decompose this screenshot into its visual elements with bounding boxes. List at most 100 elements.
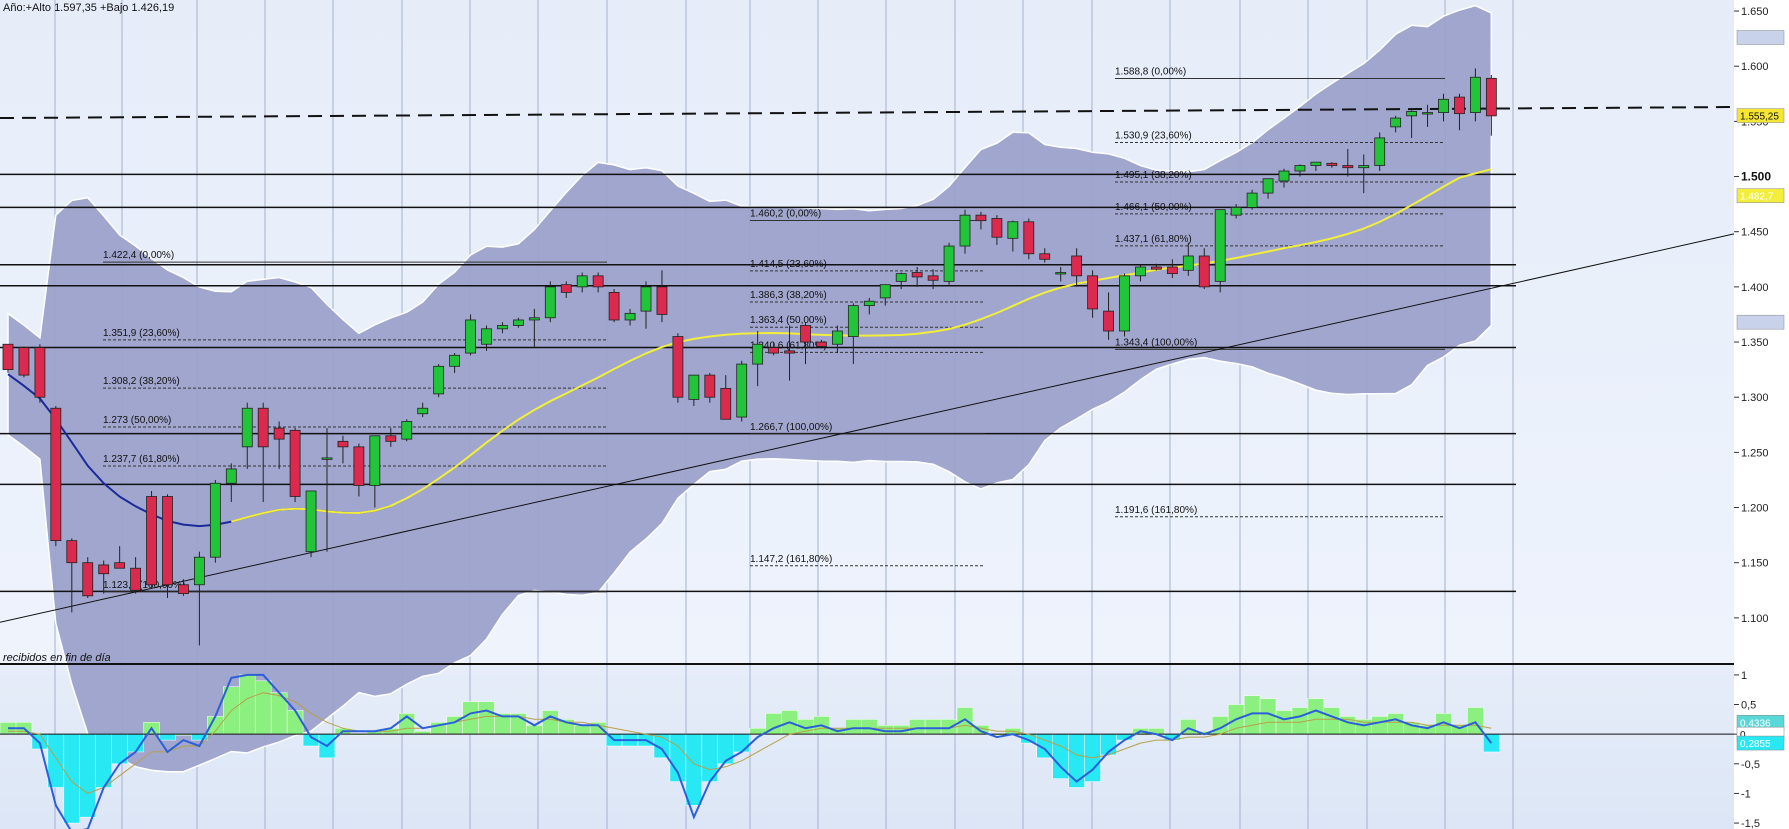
fibonacci-label: 1.191,6 (161,80%) bbox=[1115, 505, 1197, 516]
candle-body bbox=[608, 291, 620, 321]
fibonacci-label: 1.588,8 (0,00%) bbox=[1115, 67, 1186, 78]
indicator-tick-label: -0,5 bbox=[1741, 759, 1760, 771]
macd-indicator bbox=[0, 673, 1734, 829]
y-tick-label: 1.300 bbox=[1741, 392, 1769, 404]
indicator-tick-label: 0,5 bbox=[1741, 700, 1756, 712]
candle-body bbox=[257, 407, 269, 448]
indicator-value-text: 0,4336 bbox=[1740, 718, 1771, 729]
candle-body bbox=[1198, 255, 1210, 288]
signal-line bbox=[8, 692, 1492, 794]
candle-body bbox=[736, 363, 748, 418]
candle-body bbox=[1151, 266, 1162, 270]
price-labels: 1.555,25 1.482,7 bbox=[1736, 30, 1785, 330]
header-text: Año:+Alto 1.597,35 +Bajo 1.426,19 bbox=[3, 2, 174, 14]
fibonacci-label: 1.147,2 (161,80%) bbox=[750, 554, 832, 565]
fibonacci-label: 1.363,4 (50,00%) bbox=[750, 315, 827, 326]
candle-body bbox=[1039, 253, 1051, 260]
candle-body bbox=[656, 286, 668, 315]
fibonacci-label: 1.466,1 (50,00%) bbox=[1115, 202, 1192, 213]
y-tick-label: 1.450 bbox=[1741, 227, 1769, 239]
fibonacci-label: 1.266,7 (100,00%) bbox=[750, 422, 832, 433]
candlesticks bbox=[2, 68, 1497, 646]
fibonacci-label: 1.530,9 (23,60%) bbox=[1115, 130, 1192, 141]
candle-body bbox=[162, 496, 173, 586]
candle-body bbox=[1358, 165, 1370, 169]
candle-body bbox=[911, 272, 923, 278]
histogram-bar bbox=[1387, 713, 1404, 735]
histogram-bar bbox=[239, 674, 256, 735]
candle-body bbox=[1135, 266, 1146, 277]
candle-body bbox=[784, 350, 795, 354]
fibonacci-label: 1.414,5 (23,60%) bbox=[750, 259, 827, 270]
fibonacci-label: 1.343,4 (100,00%) bbox=[1115, 337, 1197, 348]
candle-body bbox=[337, 440, 349, 448]
candle-body bbox=[1055, 272, 1067, 275]
candle-body bbox=[943, 245, 955, 282]
bollinger-band bbox=[7, 4, 1493, 773]
histogram-bar bbox=[685, 733, 703, 806]
candle-body bbox=[18, 347, 30, 376]
candle-body bbox=[146, 496, 157, 586]
price-label-text: 1.482,7 bbox=[1740, 192, 1774, 203]
histogram-bar bbox=[159, 733, 176, 741]
candle-body bbox=[305, 490, 317, 553]
histogram-bar bbox=[908, 719, 926, 735]
candle-body bbox=[752, 343, 764, 365]
band-area bbox=[7, 4, 1493, 773]
horizontal-lines bbox=[0, 106, 1735, 593]
y-tick-label: 1.350 bbox=[1741, 337, 1769, 349]
candle-body bbox=[497, 325, 508, 330]
fibonacci-label: 1.123,6 (100,00%) bbox=[103, 580, 185, 591]
fibonacci-label: 1.495,1 (38,20%) bbox=[1115, 170, 1192, 181]
price-label-box bbox=[1736, 188, 1785, 203]
histogram-bar bbox=[63, 733, 81, 824]
candle-body bbox=[449, 354, 461, 367]
candle-body bbox=[353, 446, 365, 486]
candle-body bbox=[528, 317, 540, 321]
candle-body bbox=[1246, 192, 1258, 208]
candle-body bbox=[959, 214, 971, 247]
candle-body bbox=[688, 374, 700, 400]
candle-body bbox=[273, 427, 285, 440]
candle-body bbox=[417, 407, 429, 415]
candle-body bbox=[1374, 137, 1386, 166]
candle-body bbox=[832, 330, 843, 345]
candle-body bbox=[720, 387, 732, 420]
fibonacci-label: 1.351,9 (23,60%) bbox=[103, 328, 180, 339]
indicator-tick-label: -1 bbox=[1741, 788, 1751, 800]
candle-body bbox=[1071, 255, 1083, 277]
indicator-value-text: 0 bbox=[1740, 730, 1746, 741]
histogram-bar bbox=[845, 719, 862, 735]
candle-body bbox=[385, 435, 397, 442]
fibonacci-levels: 1.588,8 (0,00%) 1.530,9 (23,60%) 1.495,1 (… bbox=[103, 67, 1445, 593]
candle-body bbox=[1390, 117, 1402, 128]
candle-body bbox=[640, 286, 652, 312]
dashed-resistance-line bbox=[0, 106, 1735, 120]
indicator-title: recibidos en fin de día bbox=[3, 652, 111, 664]
candle-body bbox=[114, 562, 126, 569]
candle-body bbox=[991, 218, 1003, 238]
price-label-box bbox=[1736, 30, 1785, 45]
y-tick-label: 1.250 bbox=[1741, 447, 1769, 459]
histogram-bar bbox=[286, 710, 304, 735]
indicator-value-box bbox=[1736, 735, 1785, 751]
candle-body bbox=[1103, 310, 1114, 332]
fibonacci-label: 1.273 (50,00%) bbox=[103, 415, 171, 426]
indicator-value-text: 0,2855 bbox=[1740, 739, 1771, 750]
histogram-bar bbox=[573, 725, 591, 735]
candle-body bbox=[879, 284, 891, 299]
price-axis-background bbox=[1734, 0, 1789, 829]
candle-body bbox=[66, 540, 78, 564]
candle-body bbox=[1007, 221, 1019, 239]
candle-body bbox=[768, 347, 779, 354]
fibonacci-label: 1.340,6 (61,80%) bbox=[750, 340, 827, 351]
candle-body bbox=[1342, 165, 1354, 169]
macd-line bbox=[8, 673, 1493, 829]
candle-body bbox=[1214, 209, 1226, 282]
candle-body bbox=[98, 564, 110, 575]
candle-body bbox=[1454, 96, 1465, 115]
candle-body bbox=[1406, 111, 1417, 117]
candle-body bbox=[544, 286, 556, 319]
histogram-bar bbox=[47, 733, 65, 788]
